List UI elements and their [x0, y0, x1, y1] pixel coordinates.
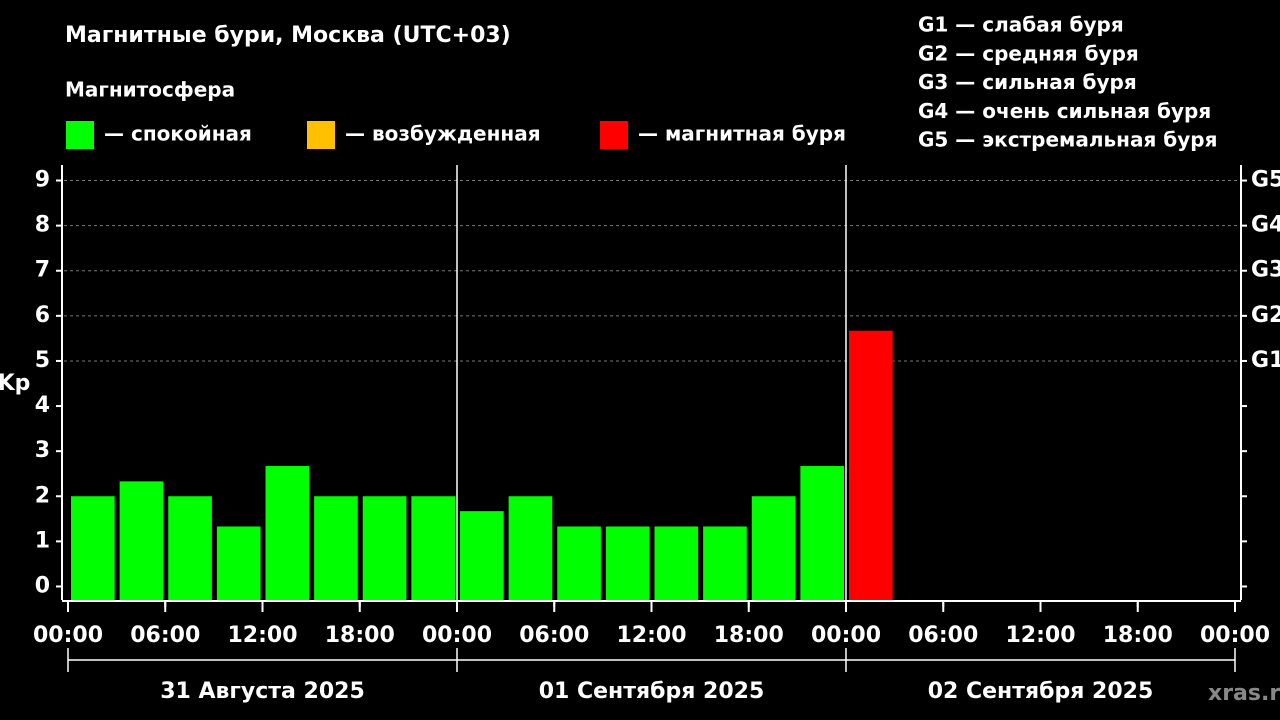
x-tick-label: 18:00 — [325, 623, 395, 648]
bar — [314, 496, 358, 600]
chart-title: Магнитные бури, Москва (UTC+03) — [65, 23, 511, 48]
y-tick-label: 5 — [35, 348, 50, 373]
y2-tick-label: G2 — [1251, 303, 1280, 328]
day-label: 01 Сентября 2025 — [539, 679, 765, 704]
bar — [605, 526, 650, 600]
bar — [460, 511, 504, 600]
x-tick-label: 06:00 — [908, 623, 978, 648]
watermark: xras.ru — [1208, 681, 1280, 706]
bar — [849, 330, 893, 600]
bar — [654, 526, 699, 600]
legend-label: — спокойная — [104, 122, 252, 146]
y-tick-label: 2 — [35, 483, 50, 508]
x-tick-label: 00:00 — [33, 623, 103, 648]
bar — [362, 496, 407, 600]
g-scale-entry: G4 — очень сильная буря — [918, 99, 1211, 123]
bar — [800, 466, 844, 600]
x-tick-label: 12:00 — [227, 623, 297, 648]
y2-tick-label: G5 — [1251, 168, 1280, 193]
x-tick-label: 06:00 — [130, 623, 200, 648]
x-tick-label: 12:00 — [616, 623, 686, 648]
y2-tick-label: G3 — [1251, 258, 1280, 283]
x-tick-label: 00:00 — [422, 623, 492, 648]
subtitle: Магнитосфера — [65, 78, 235, 102]
bar — [265, 466, 310, 600]
g-scale-entry: G3 — сильная буря — [918, 70, 1137, 94]
y2-tick-label: G1 — [1251, 348, 1280, 373]
y-axis-label: Kp — [0, 371, 30, 396]
bar — [557, 526, 601, 600]
bar — [119, 481, 164, 600]
y-tick-label: 4 — [35, 393, 50, 418]
bar — [703, 526, 747, 600]
bar — [168, 496, 212, 600]
day-label: 31 Августа 2025 — [160, 679, 365, 704]
x-tick-label: 12:00 — [1005, 623, 1075, 648]
bar — [751, 496, 796, 600]
bar — [216, 526, 261, 600]
bar — [508, 496, 553, 600]
y-tick-label: 6 — [35, 303, 50, 328]
y-tick-label: 7 — [35, 258, 50, 283]
y-tick-label: 3 — [35, 438, 50, 463]
x-tick-label: 06:00 — [519, 623, 589, 648]
y-tick-label: 1 — [35, 528, 50, 553]
y-tick-label: 9 — [35, 168, 50, 193]
legend-label: — магнитная буря — [638, 122, 846, 146]
day-label: 02 Сентября 2025 — [928, 679, 1154, 704]
x-tick-label: 18:00 — [714, 623, 784, 648]
x-tick-label: 00:00 — [1200, 623, 1270, 648]
legend-swatch — [66, 121, 94, 149]
legend-swatch — [307, 121, 335, 149]
legend-swatch — [600, 121, 628, 149]
bar — [71, 496, 115, 600]
g-scale-entry: G5 — экстремальная буря — [918, 128, 1217, 152]
y2-tick-label: G4 — [1251, 213, 1280, 238]
g-scale-entry: G2 — средняя буря — [918, 41, 1139, 65]
x-tick-label: 00:00 — [811, 623, 881, 648]
g-scale-entry: G1 — слабая буря — [918, 13, 1124, 37]
bar — [411, 496, 455, 600]
y-tick-label: 8 — [35, 213, 50, 238]
legend-label: — возбужденная — [345, 122, 541, 146]
x-tick-label: 18:00 — [1103, 623, 1173, 648]
y-tick-label: 0 — [35, 573, 50, 598]
